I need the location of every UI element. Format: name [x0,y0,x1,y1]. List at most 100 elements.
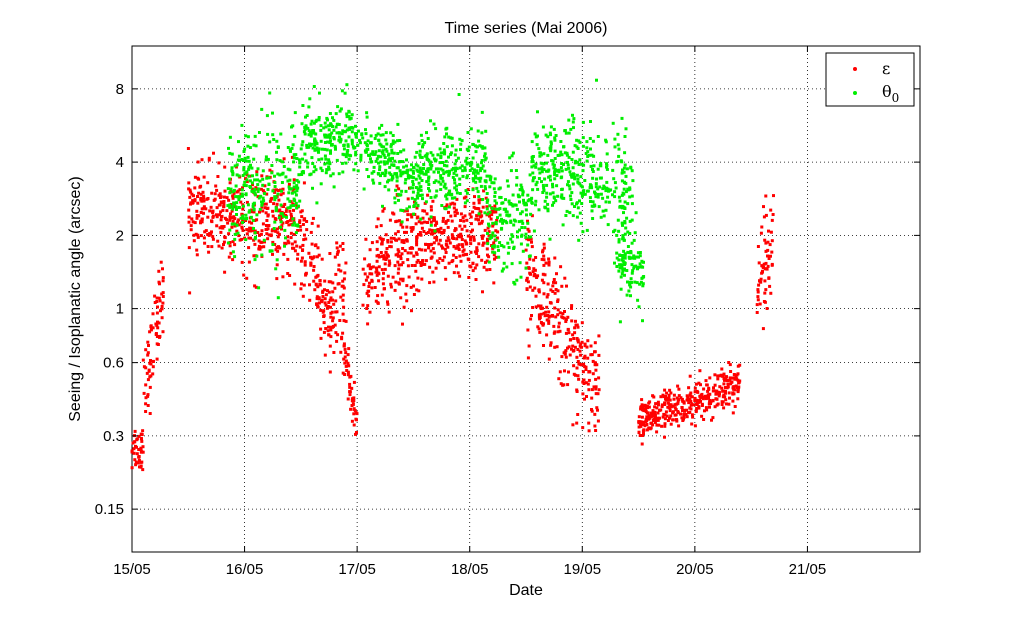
data-point [292,160,296,164]
data-point [467,258,471,262]
data-point [466,131,470,134]
data-point [538,317,542,321]
legend: ε θ0 [825,52,915,107]
data-point [586,382,590,386]
data-point [304,115,307,119]
data-point [296,224,300,228]
data-point [231,240,235,244]
data-point [385,149,389,153]
data-point [458,192,462,195]
data-point [344,261,348,265]
data-point [617,258,621,262]
data-point [384,258,388,261]
data-point [427,183,431,186]
data-point [463,239,467,243]
data-point [259,194,263,198]
data-point [250,189,254,193]
data-point [444,251,448,254]
data-point [261,209,265,213]
data-point [236,220,240,224]
data-point [219,200,223,204]
data-point [491,221,495,225]
data-point [474,206,478,210]
data-point [149,328,153,332]
data-point [492,181,496,185]
data-point [302,218,306,222]
data-point [625,167,629,171]
data-point [498,219,502,223]
data-point [633,256,637,260]
data-point [596,135,600,138]
data-point [669,391,673,395]
data-point [394,253,398,257]
data-point [214,184,218,188]
data-point [630,263,634,267]
data-point [273,181,277,184]
data-point [296,186,300,190]
data-point [437,170,440,174]
data-point [326,289,329,293]
data-point [289,212,293,216]
data-point [376,294,380,298]
data-point [433,229,437,233]
data-point [266,132,270,136]
data-point [562,351,566,355]
data-point [229,251,233,255]
data-point [293,232,296,236]
data-point [433,195,437,199]
data-point [594,195,598,199]
data-point [731,376,735,380]
data-point [249,215,253,219]
data-point [452,271,456,275]
data-point [470,167,474,171]
data-point [465,199,469,203]
data-point [673,406,677,410]
data-point [315,146,319,150]
data-point [762,215,766,219]
data-point [561,223,565,227]
data-point [537,288,541,292]
data-point [487,230,491,234]
data-point [244,159,248,163]
data-point [466,234,470,238]
data-point [247,229,251,233]
data-point [358,141,362,145]
data-point [346,370,350,374]
data-point [237,195,241,199]
y-tick-label: 1 [116,301,124,318]
data-point [625,269,629,272]
data-point [249,186,252,189]
data-point [542,258,546,262]
data-point [565,153,569,157]
data-point [496,230,500,234]
data-point [713,405,717,409]
data-point [323,297,327,301]
data-point [377,161,380,165]
data-point [641,420,645,424]
data-point [403,170,407,174]
data-point [446,218,450,222]
data-point [352,168,356,172]
data-point [343,355,347,359]
data-point [698,369,702,373]
data-point [488,214,491,218]
data-point [566,383,570,387]
data-point [395,175,399,179]
data-point [542,242,546,246]
data-point [547,263,551,267]
data-point [585,140,589,144]
data-point [534,162,538,166]
data-point [325,116,329,120]
data-point [425,155,429,159]
data-point [323,135,327,139]
data-point [764,213,768,217]
data-point [230,152,234,156]
data-point [637,255,640,259]
data-point [371,265,375,269]
data-point [538,154,542,158]
data-point [381,282,385,286]
data-point [542,263,546,267]
data-point [576,374,580,378]
data-point [221,208,225,212]
data-point [271,209,275,213]
